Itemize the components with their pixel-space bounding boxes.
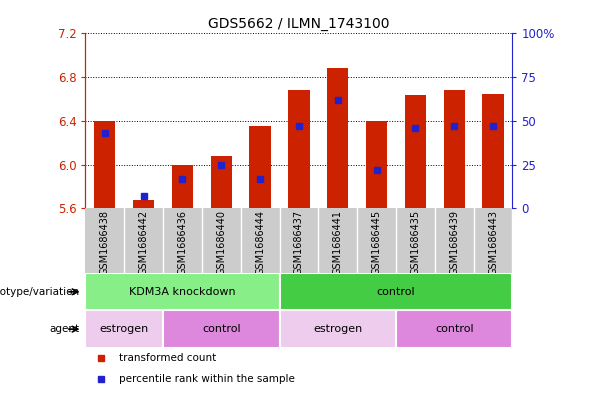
Text: genotype/variation: genotype/variation <box>0 287 80 297</box>
Bar <box>85 310 163 348</box>
Text: GSM1686444: GSM1686444 <box>255 210 265 275</box>
Text: GSM1686445: GSM1686445 <box>372 210 382 275</box>
Bar <box>249 126 271 208</box>
Bar <box>318 208 357 273</box>
Text: GSM1686438: GSM1686438 <box>100 210 110 275</box>
Bar <box>280 273 512 310</box>
Bar <box>133 200 154 208</box>
Bar <box>482 94 504 208</box>
Bar <box>163 310 280 348</box>
Bar <box>435 208 474 273</box>
Text: control: control <box>376 287 415 297</box>
Bar <box>444 90 465 208</box>
Title: GDS5662 / ILMN_1743100: GDS5662 / ILMN_1743100 <box>208 17 390 31</box>
Bar <box>241 208 280 273</box>
Text: GSM1686443: GSM1686443 <box>488 210 498 275</box>
Bar <box>124 208 163 273</box>
Text: transformed count: transformed count <box>119 353 216 363</box>
Bar <box>474 208 512 273</box>
Text: agent: agent <box>49 324 80 334</box>
Text: GSM1686440: GSM1686440 <box>216 210 226 275</box>
Bar <box>288 90 310 208</box>
Text: GSM1686442: GSM1686442 <box>138 210 148 275</box>
Bar <box>280 208 318 273</box>
Text: control: control <box>435 324 474 334</box>
Bar <box>396 208 435 273</box>
Text: control: control <box>202 324 240 334</box>
Bar <box>163 208 202 273</box>
Bar <box>396 310 512 348</box>
Text: GSM1686435: GSM1686435 <box>411 210 421 275</box>
Bar <box>85 208 124 273</box>
Bar <box>327 68 349 208</box>
Bar <box>366 121 387 208</box>
Text: estrogen: estrogen <box>313 324 362 334</box>
Bar <box>211 156 232 208</box>
Bar <box>94 121 115 208</box>
Text: percentile rank within the sample: percentile rank within the sample <box>119 374 295 384</box>
Bar <box>172 165 193 208</box>
Text: KDM3A knockdown: KDM3A knockdown <box>129 287 236 297</box>
Text: GSM1686436: GSM1686436 <box>177 210 187 275</box>
Text: estrogen: estrogen <box>100 324 149 334</box>
Bar <box>85 273 280 310</box>
Bar <box>357 208 396 273</box>
Bar <box>280 310 396 348</box>
Text: GSM1686437: GSM1686437 <box>294 210 304 275</box>
Bar <box>405 95 426 208</box>
Bar <box>202 208 241 273</box>
Text: GSM1686439: GSM1686439 <box>449 210 459 275</box>
Text: GSM1686441: GSM1686441 <box>333 210 343 275</box>
